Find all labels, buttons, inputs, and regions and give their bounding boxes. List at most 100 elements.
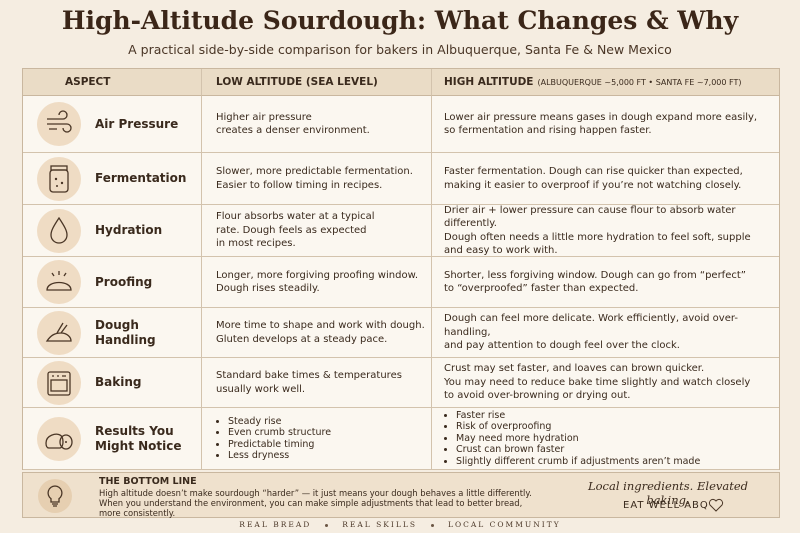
high-cell: Lower air pressure means gases in dough … <box>431 96 779 152</box>
cell-line: Drier air + lower pressure can cause flo… <box>444 204 736 230</box>
cell-line: making it easier to overproof if you’re … <box>444 179 742 191</box>
header-high: HIGH ALTITUDE (ALBUQUERQUE ~5,000 FT • S… <box>431 69 779 96</box>
cell-line: Lower air pressure means gases in dough … <box>444 111 758 123</box>
aspect-icon <box>37 208 81 253</box>
title: High-Altitude Sourdough: What Changes & … <box>61 6 739 35</box>
aspect-cell: Hydration <box>23 205 201 256</box>
bottom-line-text: When you understand the environment, you… <box>99 498 523 508</box>
table-row: Hydration Flour absorbs water at a typica… <box>23 205 779 257</box>
low-cell: Higher air pressure creates a denser envi… <box>201 96 431 152</box>
aspect-cell: Dough Handling <box>23 308 201 357</box>
aspect-icon <box>37 416 81 461</box>
bulb-icon <box>38 479 72 513</box>
aspect-cell: Fermentation <box>23 153 201 204</box>
heart-icon <box>708 498 724 512</box>
aspect-label: Baking <box>95 375 142 389</box>
high-cell: Faster riseRisk of overproofingMay need … <box>431 408 779 469</box>
low-cell: More time to shape and work with dough. G… <box>201 308 431 357</box>
bullet-item: Less dryness <box>228 450 431 462</box>
icon-drawing <box>50 216 68 244</box>
cell-line: creates a denser environment. <box>216 125 370 136</box>
footer: REAL BREAD REAL SKILLS LOCAL COMMUNITY <box>0 520 800 529</box>
high-cell: Crust may set faster, and loaves can bro… <box>431 358 779 407</box>
low-cell: Flour absorbs water at a typical rate. Do… <box>201 205 431 256</box>
icon-drawing <box>47 110 72 133</box>
cell-line: Longer, more forgiving proofing window. <box>216 269 419 281</box>
header-aspect: ASPECT <box>23 69 201 96</box>
cell-line: rate. Dough feels as expected <box>216 224 367 236</box>
high-cell: Faster fermentation. Dough can rise quic… <box>431 153 779 204</box>
subtitle: A practical side-by-side comparison for … <box>128 42 672 57</box>
icon-drawing <box>45 322 72 342</box>
table-row: Results You Might Notice Steady riseEven … <box>23 408 779 470</box>
low-cell: Standard bake times & temperatures usuall… <box>201 358 431 407</box>
bullet-item: Predictable timing <box>228 439 431 451</box>
table-row: Baking Standard bake times & temperatures… <box>23 358 779 408</box>
bottom-line-text: more consistently. <box>99 508 176 518</box>
aspect-label: Hydration <box>95 223 163 237</box>
cell-line: Flour absorbs water at a typical <box>216 211 375 223</box>
comparison-table: ASPECT LOW ALTITUDE (SEA LEVEL) HIGH ALT… <box>22 68 780 470</box>
cell-line: Crust may set faster, and loaves can bro… <box>444 363 705 375</box>
footer-item: REAL BREAD <box>239 520 312 529</box>
cell-line: More time to shape and work with dough. <box>216 320 425 331</box>
aspect-cell: Results You Might Notice <box>23 408 201 469</box>
bottom-line: THE BOTTOM LINE High altitude doesn’t ma… <box>22 472 780 518</box>
header-low: LOW ALTITUDE (SEA LEVEL) <box>201 69 431 96</box>
cell-line: Easier to follow timing in recipes. <box>216 179 383 191</box>
icon-drawing <box>46 271 72 291</box>
bullet-item: May need more hydration <box>456 433 779 445</box>
bullet-item: Faster rise <box>456 410 779 422</box>
cell-line: Higher air pressure <box>216 111 312 123</box>
aspect-icon <box>37 310 81 355</box>
aspect-label: Air Pressure <box>95 116 179 131</box>
aspect-label: Fermentation <box>95 171 187 185</box>
aspect-icon <box>37 102 81 146</box>
cell-line: Dough rises steadily. <box>216 283 320 294</box>
bullet-item: Risk of overproofing <box>456 421 779 433</box>
table-row: Air Pressure Higher air pressure creates a… <box>23 96 779 153</box>
bullet-item: Crust can brown faster <box>456 444 779 456</box>
footer-item: LOCAL COMMUNITY <box>447 520 561 529</box>
brand-name: EAT WELL ABQ <box>623 500 709 511</box>
bullet-item: Steady rise <box>228 416 431 428</box>
icon-drawing <box>47 370 71 396</box>
aspect-label: Dough Handling <box>95 317 156 347</box>
cell-line: Standard bake times & temperatures <box>216 370 402 381</box>
cell-line: Dough can feel more delicate. Work effic… <box>444 313 738 338</box>
cell-line: so fermentation and rising happen faster… <box>444 125 652 136</box>
table-row: Dough Handling More time to shape and wor… <box>23 308 779 358</box>
table-row: Proofing Longer, more forgiving proofing … <box>23 257 779 308</box>
cell-line: usually work well. <box>216 383 306 395</box>
high-cell: Dough can feel more delicate. Work effic… <box>431 308 779 357</box>
cell-line: and easy to work with. <box>444 245 558 256</box>
icon-drawing <box>49 164 69 193</box>
brand-tagline: Local ingredients. Elevated baking. <box>587 479 749 507</box>
table-row: Fermentation Slower, more predictable fer… <box>23 153 779 205</box>
aspect-cell: Baking <box>23 358 201 407</box>
cell-line: Slower, more predictable fermentation. <box>216 166 413 177</box>
footer-item: REAL SKILLS <box>342 520 417 529</box>
bottom-line-text: High altitude doesn’t make sourdough “ha… <box>99 488 532 498</box>
bullet-item: Slightly different crumb if adjustments … <box>456 456 779 468</box>
bullet-item: Even crumb structure <box>228 427 431 439</box>
aspect-label: Proofing <box>95 274 153 289</box>
bullet-list: Steady riseEven crumb structurePredictab… <box>216 416 431 462</box>
high-cell: Drier air + lower pressure can cause flo… <box>431 205 779 256</box>
low-cell: Slower, more predictable fermentation. Ea… <box>201 153 431 204</box>
aspect-label: Results You Might Notice <box>95 423 182 453</box>
bullet-list: Faster riseRisk of overproofingMay need … <box>444 410 779 468</box>
high-cell: Shorter, less forgiving window. Dough ca… <box>431 257 779 307</box>
cell-line: Gluten develops at a steady pace. <box>216 333 388 345</box>
cell-line: to “overproofed” faster than expected. <box>444 283 639 294</box>
aspect-icon <box>37 360 81 405</box>
aspect-icon <box>37 156 81 201</box>
low-cell: Longer, more forgiving proofing window. D… <box>201 257 431 307</box>
bottom-text: High altitude doesn’t make sourdough “ha… <box>99 488 532 518</box>
aspect-cell: Air Pressure <box>23 96 201 152</box>
cell-line: and pay attention to dough feel over the… <box>444 340 680 352</box>
cell-line: You may need to reduce bake time slightl… <box>444 376 751 388</box>
aspect-icon <box>37 260 81 304</box>
cell-line: to avoid over-browning or drying out. <box>444 390 631 402</box>
